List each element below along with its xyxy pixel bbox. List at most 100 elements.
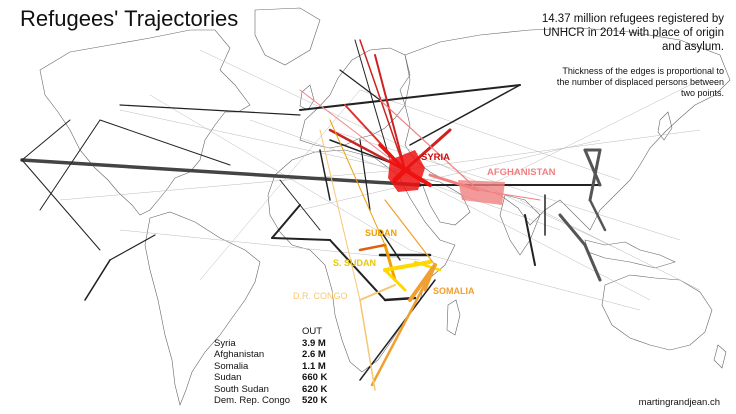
south-sudan-edge (383, 268, 407, 292)
table-value: 660 K (302, 372, 328, 383)
edge (319, 149, 331, 201)
edge-north-atlantic (299, 84, 521, 111)
greenland-outline (254, 7, 321, 66)
label-drc: D.R. CONGO (293, 291, 348, 301)
edge (524, 214, 536, 266)
faint-edge (399, 169, 651, 301)
table-value: 2.6 M (302, 349, 326, 360)
afghanistan-node (458, 180, 505, 205)
drc-edge (319, 129, 361, 301)
faint-edge (119, 109, 401, 171)
faint-edge (409, 249, 641, 311)
edge (84, 259, 111, 301)
australia-outline (601, 274, 713, 351)
drc-edge (359, 284, 396, 301)
outflow-table: OUT Syria 3.9 M Afghanistan 2.6 M Somalia 1… (214, 326, 328, 408)
afghanistan-edge (379, 99, 479, 191)
faint-edge (149, 94, 411, 251)
page-title: Refugees' Trajectories (20, 6, 239, 31)
table-country: Afghanistan (214, 349, 265, 360)
edge (271, 204, 301, 239)
table-row: Somalia 1.1 M (214, 360, 327, 374)
edge (109, 234, 156, 261)
sudan-edge (358, 243, 387, 252)
africa-outline (267, 149, 456, 373)
south-america-outline (144, 211, 261, 406)
south-sudan-edges (383, 260, 442, 292)
sudan-edge (383, 243, 397, 282)
edge (329, 239, 386, 301)
table-row: Dem. Rep. Congo 520 K (214, 395, 328, 408)
table-value: 3.9 M (302, 337, 326, 349)
north-america-outline (39, 29, 251, 216)
madagascar-outline (446, 299, 461, 336)
edge (339, 69, 381, 101)
somalia-edges (370, 199, 437, 387)
faint-edge (299, 139, 601, 211)
edge (359, 279, 436, 381)
table-header-out: OUT (302, 326, 323, 337)
japan-outline (657, 111, 673, 141)
faint-edge (359, 89, 621, 181)
edge (119, 104, 301, 116)
new-zealand-outline (713, 344, 727, 369)
edge (271, 237, 331, 241)
edge (21, 159, 101, 251)
label-somalia: SOMALIA (433, 286, 475, 296)
table-country: South Sudan (214, 383, 269, 395)
edge (558, 213, 587, 247)
table-country: Dem. Rep. Congo (214, 395, 291, 406)
syria-edge (374, 54, 406, 171)
edge (279, 179, 321, 231)
table-value: 520 K (302, 395, 328, 406)
table-country: Syria (214, 337, 236, 349)
edge-americas-to-middle-east (20, 158, 422, 187)
syria-edge (299, 89, 406, 171)
table-row: South Sudan 620 K (214, 383, 328, 397)
faint-edge (59, 169, 401, 201)
table-value: 620 K (302, 383, 328, 395)
table-country: Somalia (214, 360, 249, 372)
subtitle: 14.37 million refugees registered by UNH… (541, 13, 724, 53)
edge (354, 39, 391, 161)
edge (583, 148, 602, 187)
table-row: Afghanistan 2.6 M (214, 349, 327, 362)
faint-edge (199, 89, 361, 281)
edge (409, 84, 521, 146)
label-afghanistan: AFGHANISTAN (487, 167, 556, 178)
faint-edge (399, 129, 701, 171)
sudan-edges (329, 119, 397, 282)
table-row: Syria 3.9 M (214, 337, 327, 351)
edge-thickness-note: Thickness of the edges is proportional t… (556, 66, 724, 98)
indonesia-outline (584, 239, 676, 269)
syria-edge (359, 39, 406, 171)
europe-outline (299, 47, 411, 149)
uk-outline (299, 84, 315, 111)
edge (21, 119, 71, 161)
label-syria: SYRIA (421, 152, 450, 163)
continent-outlines (39, 7, 731, 406)
edge (359, 139, 371, 211)
table-header-row: OUT (214, 326, 327, 339)
author-credit: martingrandjean.ch (638, 397, 720, 408)
table-row: Sudan 660 K (214, 372, 328, 385)
south-sudan-edge (413, 260, 442, 272)
edge (583, 243, 602, 282)
drc-edges (319, 129, 396, 391)
faint-edge (119, 229, 421, 261)
label-sudan: SUDAN (365, 228, 397, 238)
somalia-edge (370, 263, 437, 387)
table-country: Sudan (214, 372, 242, 383)
faint-edge (479, 79, 701, 191)
sudan-edge (329, 119, 386, 246)
edge (588, 198, 607, 232)
faint-edge (199, 49, 621, 251)
syria-node (388, 150, 425, 192)
edge (39, 119, 101, 211)
table-value: 1.1 M (302, 360, 326, 372)
label-south-sudan: S. SUDAN (333, 258, 376, 268)
asia-outline (404, 27, 731, 231)
drc-edge (359, 299, 376, 391)
